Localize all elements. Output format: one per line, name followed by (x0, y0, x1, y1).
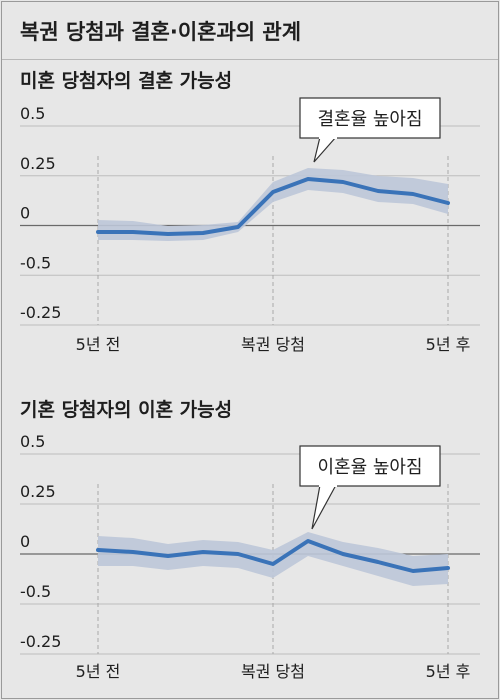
y-tick-label: 0.5 (20, 432, 45, 451)
y-tick-label: -0.5 (20, 582, 51, 601)
confidence-band (98, 532, 448, 586)
main-title: 복권 당첨과 결혼·이혼과의 관계 (20, 20, 302, 44)
x-tick-label: 5년 전 (76, 662, 121, 681)
annotation-text: 이혼율 높아짐 (317, 457, 422, 478)
annotation-pointer (313, 136, 338, 163)
annotation-joint (319, 136, 337, 139)
x-tick-label: 5년 후 (426, 662, 471, 681)
annotation-box (299, 97, 441, 139)
annotation-box (299, 445, 441, 487)
panel-title: 미혼 당첨자의 결혼 가능성 (20, 69, 232, 92)
x-tick-label: 복권 당첨 (241, 335, 305, 354)
title-divider (2, 59, 498, 60)
y-tick-label: -0.25 (20, 632, 61, 651)
y-tick-label: -0.25 (20, 303, 61, 322)
panel-title: 기혼 당첨자의 이혼 가능성 (20, 398, 232, 421)
annotation-text: 결혼율 높아짐 (317, 109, 422, 130)
annotation-pointer (311, 484, 338, 530)
series-line (96, 539, 450, 573)
x-tick-label: 복권 당첨 (241, 662, 305, 681)
x-tick-label: 5년 후 (426, 335, 471, 354)
y-tick-label: 0.25 (20, 482, 56, 501)
y-tick-label: 0.5 (20, 104, 45, 123)
annotation-joint (319, 484, 337, 487)
y-tick-label: 0 (20, 532, 30, 551)
y-tick-label: -0.5 (20, 253, 51, 272)
x-tick-label: 5년 전 (76, 335, 121, 354)
y-tick-label: 0.25 (20, 154, 56, 173)
series-line (96, 177, 450, 236)
y-tick-label: 0 (20, 204, 30, 223)
